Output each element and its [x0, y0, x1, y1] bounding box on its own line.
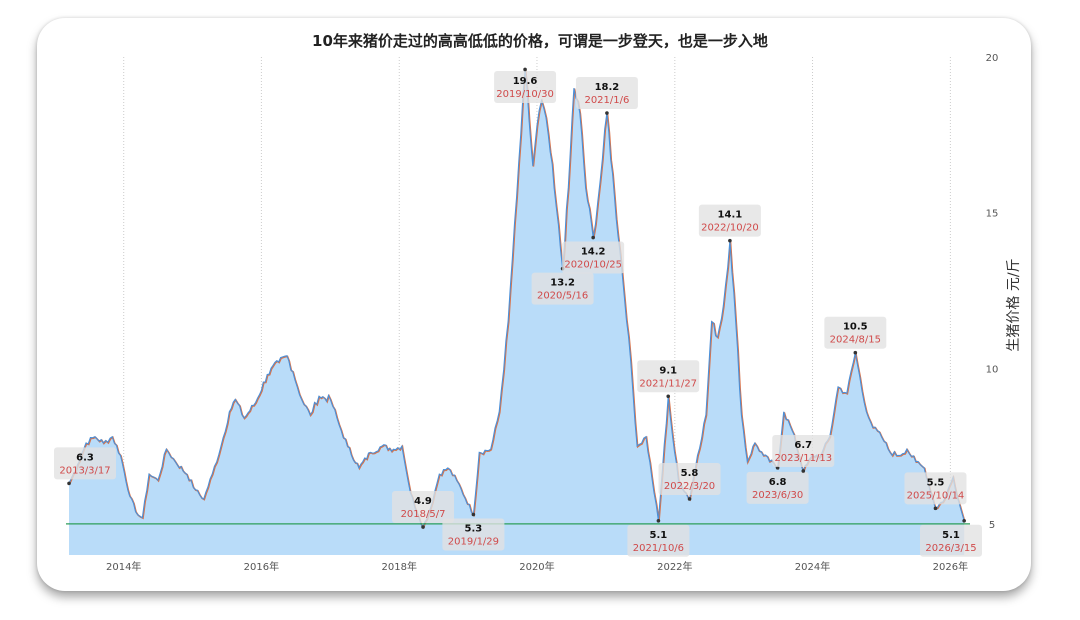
annotation-box	[531, 272, 594, 305]
annotation-value: 19.6	[513, 76, 538, 87]
annotation-value: 5.1	[942, 530, 960, 541]
annotation-point	[962, 518, 966, 523]
annotation: 6.7 2023/11/13	[772, 434, 835, 473]
annotation-value: 6.7	[794, 440, 812, 451]
annotation-date: 2018/5/7	[401, 509, 446, 520]
annotation-point	[853, 350, 858, 355]
annotation-date: 2022/10/20	[701, 223, 759, 234]
annotation-point	[656, 518, 661, 523]
annotation-date: 2023/11/13	[774, 453, 832, 464]
annotation: 4.9 2018/5/7	[392, 490, 455, 529]
annotation-date: 2025/10/14	[907, 490, 965, 501]
annotation-date: 2020/5/16	[537, 291, 588, 302]
annotation-date: 2021/11/27	[639, 378, 697, 389]
annotation-value: 14.2	[581, 247, 606, 258]
x-tick-label: 2016年	[244, 560, 279, 573]
annotation-point	[67, 481, 71, 486]
annotation-point	[471, 512, 476, 517]
annotation: 5.1 2026/3/15	[920, 518, 982, 557]
annotation-value: 6.8	[769, 477, 787, 488]
annotation-date: 2021/10/6	[633, 543, 684, 554]
annotation-box	[824, 316, 887, 349]
annotation-value: 10.5	[843, 322, 868, 333]
annotation-box	[562, 241, 625, 274]
x-tick-label: 2022年	[657, 560, 692, 573]
annotation: 14.2 2020/10/25	[562, 235, 625, 274]
annotation-box	[637, 360, 700, 393]
annotation: 19.6 2019/10/30	[494, 67, 557, 103]
annotation: 10.5 2024/8/15	[824, 316, 887, 355]
annotation-value: 9.1	[659, 365, 677, 376]
annotation-date: 2013/3/17	[59, 465, 110, 476]
annotation-date: 2019/10/30	[496, 89, 554, 100]
annotation: 5.1 2021/10/6	[627, 518, 690, 557]
annotation-value: 14.1	[718, 210, 743, 221]
annotation: 6.8 2023/6/30	[746, 466, 809, 504]
area-layer	[68, 69, 966, 556]
annotation-box	[442, 518, 505, 551]
annotation-point	[421, 525, 425, 529]
annotation-point	[687, 497, 692, 501]
annotation: 6.3 2013/3/17	[54, 447, 116, 486]
x-tick-label: 2026年	[933, 560, 968, 573]
annotation-date: 2022/3/20	[664, 481, 715, 492]
x-tick-label: 2024年	[795, 560, 830, 573]
y-tick-label: 20	[986, 53, 999, 64]
annotation-date: 2023/6/30	[752, 490, 803, 501]
annotation-box	[920, 524, 982, 557]
annotation-point	[605, 111, 609, 115]
annotation-point	[933, 506, 938, 511]
annotation: 18.2 2021/1/6	[575, 77, 638, 115]
annotation-box	[772, 434, 835, 467]
annotation-value: 4.9	[414, 496, 432, 507]
annotation-box	[494, 71, 557, 103]
annotation-value: 5.8	[681, 468, 699, 479]
annotation: 5.8 2022/3/20	[658, 462, 721, 501]
annotation-box	[658, 462, 721, 495]
annotation-point	[728, 238, 732, 243]
annotation-date: 2021/1/6	[584, 95, 629, 106]
annotation-point	[666, 394, 671, 399]
annotation-date: 2026/3/15	[925, 543, 976, 554]
annotation-date: 2020/10/25	[564, 260, 622, 271]
annotation-value: 5.3	[465, 524, 483, 535]
x-tick-label: 2014年	[106, 560, 141, 573]
annotation-box	[746, 471, 809, 504]
annotation-value: 6.3	[76, 452, 94, 463]
annotation-point	[801, 469, 806, 473]
y-tick-label: 10	[986, 364, 999, 375]
annotation-point	[591, 235, 595, 240]
annotation-value: 5.1	[650, 530, 668, 541]
annotation-box	[904, 472, 967, 505]
x-axis: 2014年 2016年 2018年 2020年 2022年 2024年 2026年	[106, 560, 968, 573]
annotation-value: 18.2	[595, 82, 620, 93]
annotation: 14.1 2022/10/20	[698, 204, 761, 243]
x-tick-label: 2018年	[382, 560, 417, 573]
y-axis-label: 生猪价格 元/斤	[1006, 258, 1022, 351]
price-area	[69, 69, 965, 556]
annotation-box	[54, 447, 116, 480]
annotation-date: 2024/8/15	[830, 335, 881, 346]
y-tick-label: 15	[986, 209, 999, 220]
annotation-value: 5.5	[927, 477, 945, 488]
annotation: 9.1 2021/11/27	[637, 360, 700, 399]
annotations: 6.3 2013/3/17 4.9 2018/5/7 5.3 2019/1/29 19.6 2…	[54, 67, 982, 557]
chart-title: 10年来猪价走过的高高低低的价格，可谓是一步登天，也是一步入地	[312, 32, 768, 50]
x-tick-label: 2020年	[519, 560, 554, 573]
annotation: 13.2 2020/5/16	[531, 266, 594, 305]
annotation-box	[698, 204, 761, 237]
annotation-date: 2019/1/29	[448, 537, 499, 548]
annotation-box	[392, 490, 455, 523]
annotation-value: 13.2	[550, 278, 575, 289]
annotation-point	[523, 67, 527, 72]
annotation-box	[627, 524, 690, 557]
y-axis: 5 10 15 20	[986, 53, 999, 531]
annotation: 5.5 2025/10/14	[904, 472, 967, 511]
y-tick-label: 5	[989, 520, 995, 531]
annotation: 5.3 2019/1/29	[442, 512, 505, 551]
annotation-box	[575, 77, 638, 110]
